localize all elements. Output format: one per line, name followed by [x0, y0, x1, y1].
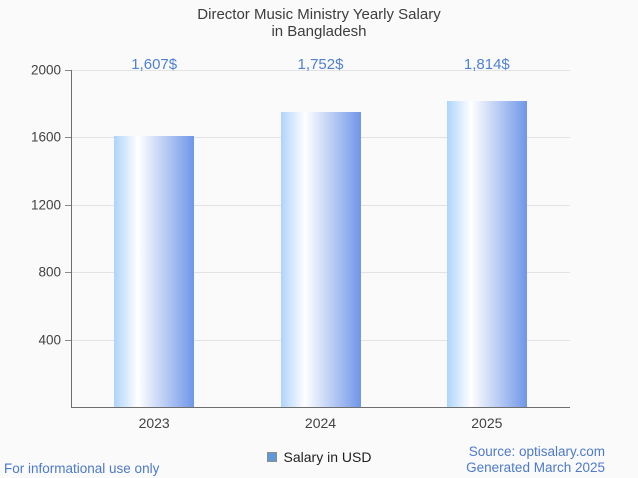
footer-source-block: Source: optisalary.com Generated March 2…	[466, 444, 605, 476]
chart-title: Director Music Ministry Yearly Salary in…	[0, 6, 638, 40]
y-axis-tick	[65, 204, 71, 206]
y-axis-tick-label: 1200	[30, 197, 61, 213]
legend: Salary in USD	[0, 449, 638, 465]
y-axis-tick-label: 2000	[30, 62, 61, 78]
y-axis-tick	[65, 137, 71, 139]
footer-generated: Generated March 2025	[466, 460, 605, 475]
bar-2025[interactable]	[446, 101, 527, 407]
value-label: 1,607$	[131, 56, 178, 73]
gridline	[71, 70, 570, 71]
value-label: 1,752$	[297, 56, 344, 73]
y-axis-tick	[65, 339, 71, 341]
chart-title-line2: in Bangladesh	[271, 23, 367, 40]
bar-2024[interactable]	[280, 111, 361, 407]
x-axis-tick-label: 2024	[304, 415, 337, 431]
x-axis	[71, 407, 570, 408]
y-axis-tick-label: 1600	[30, 129, 61, 145]
y-axis-tick	[65, 70, 71, 71]
bar-2023[interactable]	[114, 136, 195, 407]
legend-label: Salary in USD	[283, 449, 372, 465]
y-axis-tick	[65, 272, 71, 274]
x-axis-tick-label: 2023	[138, 415, 170, 431]
footer-source-link[interactable]: Source: optisalary.com	[468, 444, 605, 459]
x-axis-tick-label: 2025	[471, 415, 503, 431]
y-axis-tick-label: 400	[38, 332, 61, 348]
value-label: 1,814$	[463, 56, 510, 73]
y-axis	[71, 70, 72, 408]
footer-disclaimer: For informational use only	[4, 461, 160, 476]
y-axis-tick-label: 800	[38, 264, 61, 280]
legend-marker-icon	[266, 452, 277, 462]
chart-title-line1: Director Music Ministry Yearly Salary	[197, 6, 441, 23]
